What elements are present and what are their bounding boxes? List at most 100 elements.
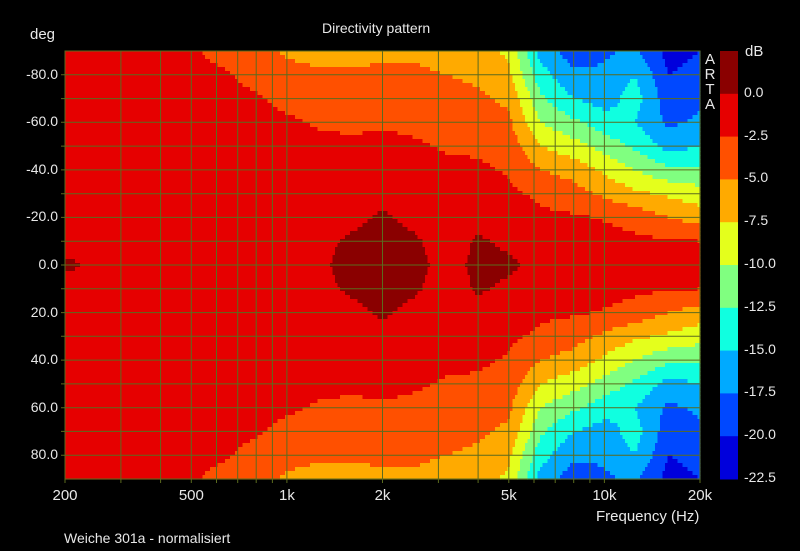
contour-cell — [590, 311, 669, 316]
contour-cell — [427, 271, 469, 276]
contour-cell — [65, 75, 236, 80]
contour-cell — [617, 367, 656, 372]
contour-cell — [567, 467, 606, 472]
contour-cell — [517, 475, 529, 480]
contour-cell — [65, 455, 231, 460]
contour-cell — [525, 79, 536, 84]
chart-title: Directivity pattern — [322, 20, 431, 36]
contour-cell — [677, 67, 701, 72]
contour-cell — [257, 91, 486, 96]
contour-cell — [562, 471, 611, 476]
contour-cell — [602, 395, 646, 400]
contour-cell — [610, 135, 651, 140]
contour-cell — [490, 363, 536, 368]
contour-cell — [677, 123, 701, 128]
contour-cell — [602, 219, 684, 224]
contour-cell — [202, 475, 281, 480]
contour-cell — [562, 55, 611, 60]
contour-cell — [642, 127, 701, 132]
contour-cell — [657, 143, 701, 148]
contour-cell — [420, 463, 511, 468]
contour-cell — [560, 475, 616, 480]
contour-cell — [647, 63, 666, 68]
x-tick-label: 5k — [500, 487, 517, 504]
contour-cell — [302, 407, 514, 412]
contour-cell — [657, 435, 701, 440]
contour-cell — [75, 267, 334, 272]
contour-cell — [527, 475, 539, 480]
y-tick-label: -20.0 — [26, 208, 58, 225]
contour-cell — [522, 451, 536, 456]
contour-cell — [65, 143, 431, 148]
x-tick-label: 2k — [374, 487, 391, 504]
y-tick-label: 0.0 — [38, 256, 58, 272]
contour-cell — [65, 295, 351, 300]
contour-cell — [65, 247, 336, 252]
contour-cell — [572, 95, 621, 100]
contour-cell — [595, 359, 634, 364]
contour-cell — [500, 247, 701, 252]
contour-cell — [532, 67, 549, 72]
contour-cell — [280, 51, 501, 56]
contour-cell — [65, 255, 334, 260]
contour-cell — [217, 63, 311, 68]
contour-cell — [65, 131, 341, 136]
contour-cell — [667, 331, 701, 336]
contour-cell — [340, 395, 364, 400]
contour-cell — [657, 431, 701, 436]
y-tick-label: 20.0 — [30, 303, 58, 320]
contour-cell — [695, 343, 701, 348]
contour-cell — [515, 131, 534, 136]
contour-cell — [510, 415, 524, 420]
contour-cell — [65, 383, 431, 388]
colorbar-tick-label: -12.5 — [744, 297, 776, 314]
contour-cell — [637, 443, 656, 448]
contour-cell — [417, 291, 476, 296]
contour-cell — [415, 295, 636, 300]
watermark-letter: T — [705, 81, 715, 98]
contour-cell — [630, 447, 639, 452]
contour-cell — [547, 459, 651, 464]
contour-cell — [230, 71, 441, 76]
contour-cell — [65, 91, 259, 96]
contour-cell — [517, 95, 531, 100]
contour-cell — [625, 363, 666, 368]
contour-cell — [472, 83, 516, 88]
contour-cell — [445, 375, 526, 380]
contour-cell — [522, 335, 594, 340]
contour-cell — [567, 91, 624, 96]
contour-cell — [285, 55, 506, 60]
contour-cell — [552, 75, 654, 80]
colorbar-band — [720, 51, 738, 95]
contour-cell — [472, 443, 516, 448]
contour-cell — [345, 235, 419, 240]
contour-cell — [335, 275, 426, 280]
contour-cell — [425, 275, 471, 280]
x-tick-label: 200 — [52, 487, 78, 504]
contour-cell — [335, 251, 426, 256]
contour-cell — [682, 63, 701, 68]
contour-cell — [640, 375, 701, 380]
contour-cell — [65, 423, 274, 428]
contour-cell — [640, 91, 659, 96]
contour-cell — [65, 251, 336, 256]
contour-cell — [687, 59, 701, 64]
contour-cell — [525, 375, 559, 380]
contour-cell — [540, 439, 566, 444]
contour-cell — [665, 403, 679, 408]
contour-cell — [672, 455, 701, 460]
colorbar-tick-label: -15.0 — [744, 340, 776, 357]
contour-cell — [615, 475, 641, 480]
contour-cell — [422, 243, 471, 248]
contour-cell — [65, 111, 286, 116]
contour-cell — [422, 283, 471, 288]
contour-cell — [652, 71, 669, 76]
contour-cell — [617, 423, 641, 428]
contour-cell — [662, 115, 694, 120]
contour-cell — [580, 367, 619, 372]
contour-cell — [507, 419, 524, 424]
contour-cell — [510, 115, 526, 120]
contour-cell — [682, 199, 701, 204]
contour-cell — [625, 143, 659, 148]
contour-cell — [652, 75, 701, 80]
